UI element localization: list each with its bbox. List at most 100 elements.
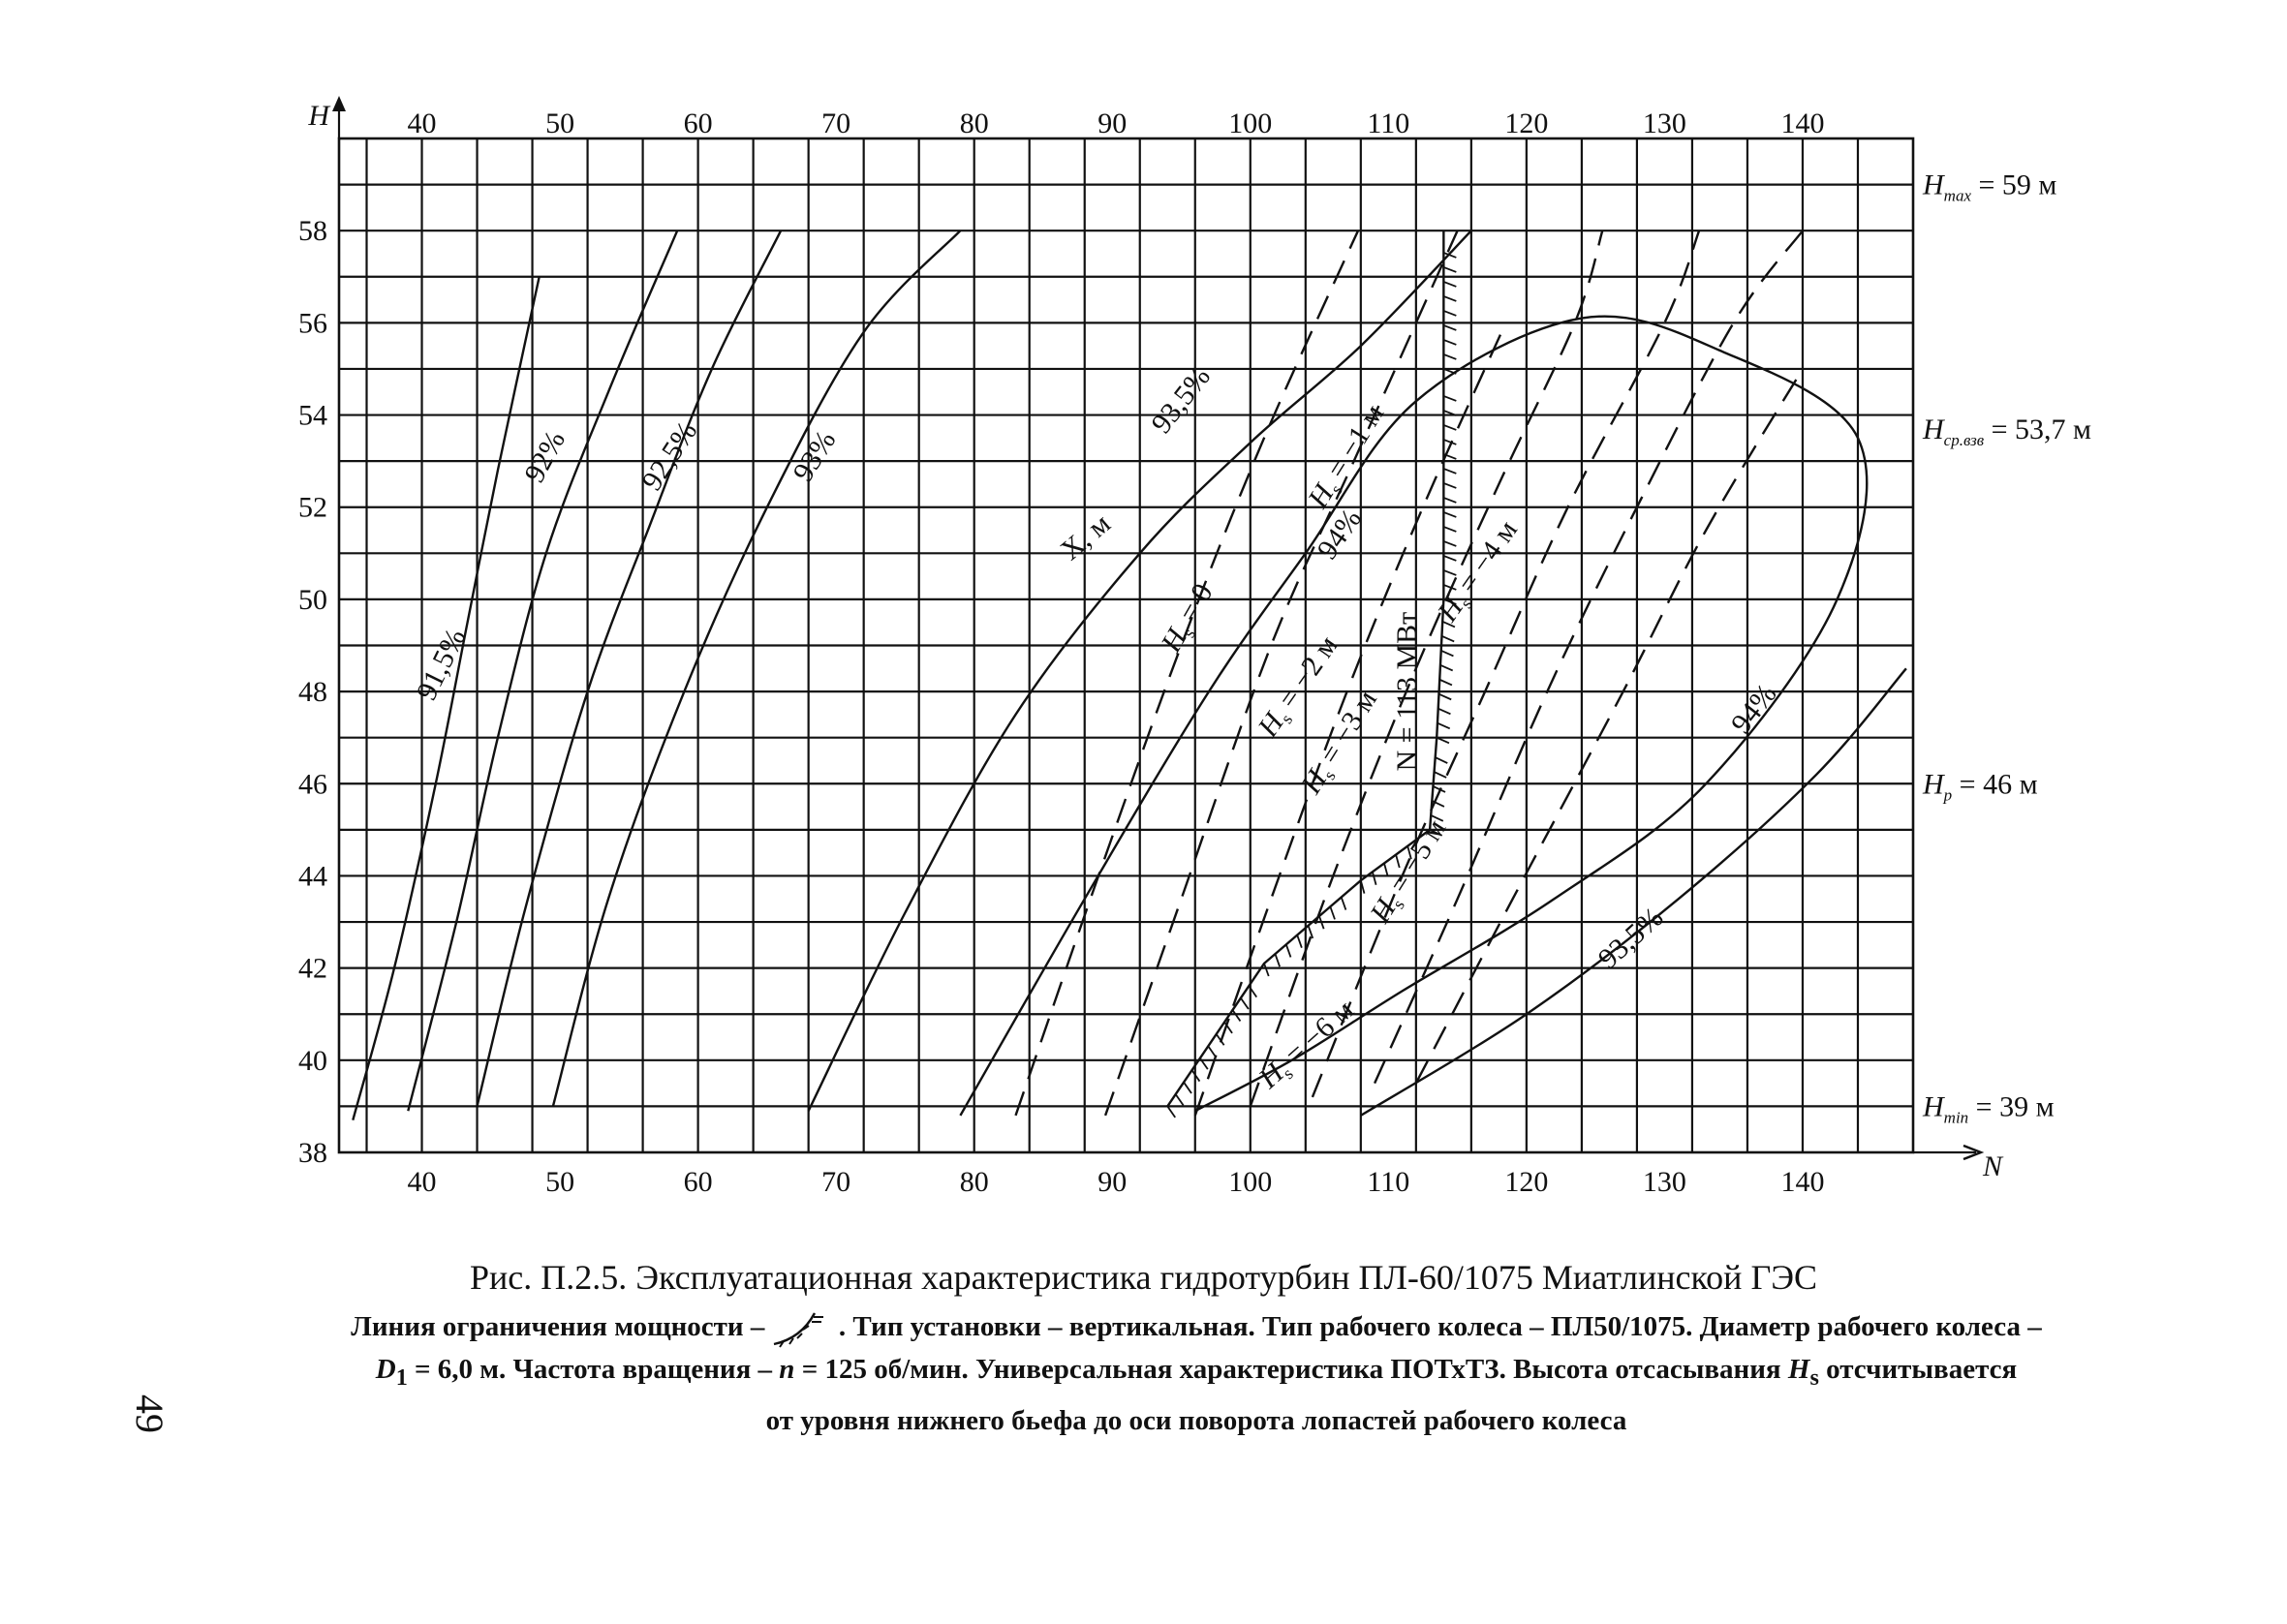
reference-label: Hmin = 39 м: [1922, 1090, 2055, 1126]
suction-lines: [1014, 230, 1805, 1117]
power-limit-hatch: [1340, 897, 1347, 910]
power-limit-hatch: [1183, 1082, 1192, 1094]
power-limit-hatch: [1263, 963, 1270, 977]
efficiency-curve: [1360, 667, 1907, 1117]
power-limit-hatch: [1359, 879, 1366, 894]
curve-annotation: 94%: [1725, 678, 1783, 740]
caption-d: D: [375, 1354, 396, 1386]
x-tick-label-top: 130: [1643, 107, 1686, 139]
reference-label: Hmax = 59 м: [1922, 169, 2056, 205]
y-tick-label: 48: [298, 676, 327, 708]
x-tick-label-top: 100: [1228, 107, 1272, 139]
power-limit-hatch: [1443, 511, 1457, 518]
power-limit-hatch: [1443, 310, 1457, 317]
power-limit-hatch: [1443, 497, 1457, 504]
power-limit-hatch: [1395, 854, 1401, 869]
power-limit-hatch: [1441, 621, 1456, 628]
x-tick-label-bottom: 120: [1504, 1166, 1548, 1198]
caption-line2-c: = 125 об/мин. Универсальная характеристи…: [794, 1354, 1788, 1386]
caption-h-sub: s: [1809, 1364, 1819, 1392]
x-axis-title: N: [1982, 1150, 2004, 1182]
power-limit-hatch: [1329, 905, 1336, 920]
caption-line-1: Линия ограничения мощности – . Тип устан…: [232, 1305, 2160, 1348]
power-limit-line: [1166, 230, 1445, 1108]
power-limit-hatch: [1443, 295, 1457, 302]
x-tick-label-top: 80: [960, 107, 989, 139]
power-limit-hatch: [1443, 424, 1457, 431]
curve-annotation: Hs = −6 м: [1252, 994, 1362, 1097]
power-limit-hatch: [1284, 944, 1292, 958]
annotations: 91,5% 92% 92,5% 93% 93,5% X, м Hs = 0 Hs = −1 м…: [411, 360, 1783, 1097]
y-tick-label: 42: [298, 953, 327, 985]
power-limit-hatch: [1440, 649, 1454, 658]
power-limit-hatch: [1443, 540, 1457, 547]
x-tick-label-top: 120: [1504, 107, 1548, 139]
power-limit-hatch: [1443, 281, 1457, 288]
x-tick-label-bottom: 140: [1780, 1166, 1824, 1198]
x-tick-label-bottom: 40: [408, 1166, 437, 1198]
efficiency-curve: [352, 276, 541, 1121]
caption-title: Рис. П.2.5. Эксплуатационная характерист…: [469, 1258, 1818, 1297]
reference-label: Hср.взв = 53,7 м: [1922, 414, 2091, 449]
curve-annotation: Hs = −4 м: [1431, 514, 1526, 629]
power-limit-hatch: [1430, 814, 1444, 822]
power-limit-hatch: [1274, 953, 1281, 967]
power-limit-hatch: [1240, 997, 1250, 1010]
power-limit-symbol-icon: [773, 1312, 823, 1348]
power-limit-hatch: [1248, 985, 1258, 998]
power-limit-hatch: [1223, 1021, 1233, 1034]
caption-line1-a: Линия ограничения мощности –: [351, 1311, 765, 1342]
curve-annotation: Hs = 0: [1155, 578, 1221, 659]
power-limit-hatch: [1443, 482, 1457, 489]
power-limit-hatch: [1443, 368, 1457, 375]
h-axis-arrow-icon: [332, 96, 346, 111]
y-tick-label: 38: [298, 1137, 327, 1169]
caption-n: n: [779, 1354, 795, 1386]
caption-body: Линия ограничения мощности – . Тип устан…: [232, 1305, 2160, 1442]
x-tick-label-top: 40: [408, 107, 437, 139]
efficiency-curves: [352, 230, 1907, 1121]
x-tick-label-top: 50: [545, 107, 574, 139]
y-tick-label: 52: [298, 492, 327, 524]
power-limit-hatch: [1443, 598, 1457, 605]
y-tick-label: 44: [298, 860, 327, 892]
suction-line: [1014, 230, 1360, 1117]
x-tick-label-top: 140: [1780, 107, 1824, 139]
power-limit-hatch: [1443, 266, 1457, 273]
curve-annotation: 92%: [518, 426, 572, 488]
y-axis-title: H: [307, 100, 331, 132]
power-limit-hatch: [1438, 692, 1452, 701]
page-number: 49: [128, 1394, 171, 1433]
y-tick-label: 40: [298, 1045, 327, 1077]
suction-line: [1374, 230, 1804, 1085]
y-tick-label: 46: [298, 768, 327, 800]
x-tick-label-bottom: 90: [1097, 1166, 1127, 1198]
efficiency-curve: [476, 230, 783, 1107]
power-limit-hatch: [1443, 584, 1457, 591]
x-tick-label-bottom: 100: [1228, 1166, 1272, 1198]
curve-annotation: 93,5%: [1145, 360, 1217, 439]
power-limit-hatch: [1437, 707, 1451, 716]
power-limit-hatch: [1433, 785, 1446, 793]
caption-line-3: от уровня нижнего бьефа до оси поворота …: [765, 1405, 1627, 1437]
reference-labels: Hmax = 59 м Hср.взв = 53,7 м Hр = 46 м Hmin…: [1922, 169, 2091, 1127]
power-limit-hatch: [1443, 324, 1457, 331]
caption-d-sub: 1: [395, 1364, 408, 1392]
power-limit-hatch: [1372, 872, 1377, 886]
power-limit-hatch: [1443, 339, 1457, 346]
suction-line: [1414, 368, 1805, 1085]
power-limit-hatch: [1438, 678, 1453, 687]
curve-annotation: 91,5%: [411, 624, 473, 705]
power-limit-hatch: [1429, 829, 1443, 837]
power-limit-hatch: [1383, 863, 1389, 877]
x-tick-label-top: 70: [821, 107, 850, 139]
x-tick-label-top: 90: [1097, 107, 1127, 139]
x-tick-label-bottom: 110: [1367, 1166, 1409, 1198]
power-limit-hatch: [1318, 915, 1325, 930]
efficiency-curve: [551, 230, 962, 1107]
y-tick-label: 56: [298, 307, 327, 339]
power-limit-hatch: [1437, 721, 1451, 730]
curve-annotation: X, м: [1055, 507, 1117, 567]
n-axis-arrow-icon: [1962, 1144, 1985, 1161]
power-limit-hatch: [1406, 845, 1412, 860]
